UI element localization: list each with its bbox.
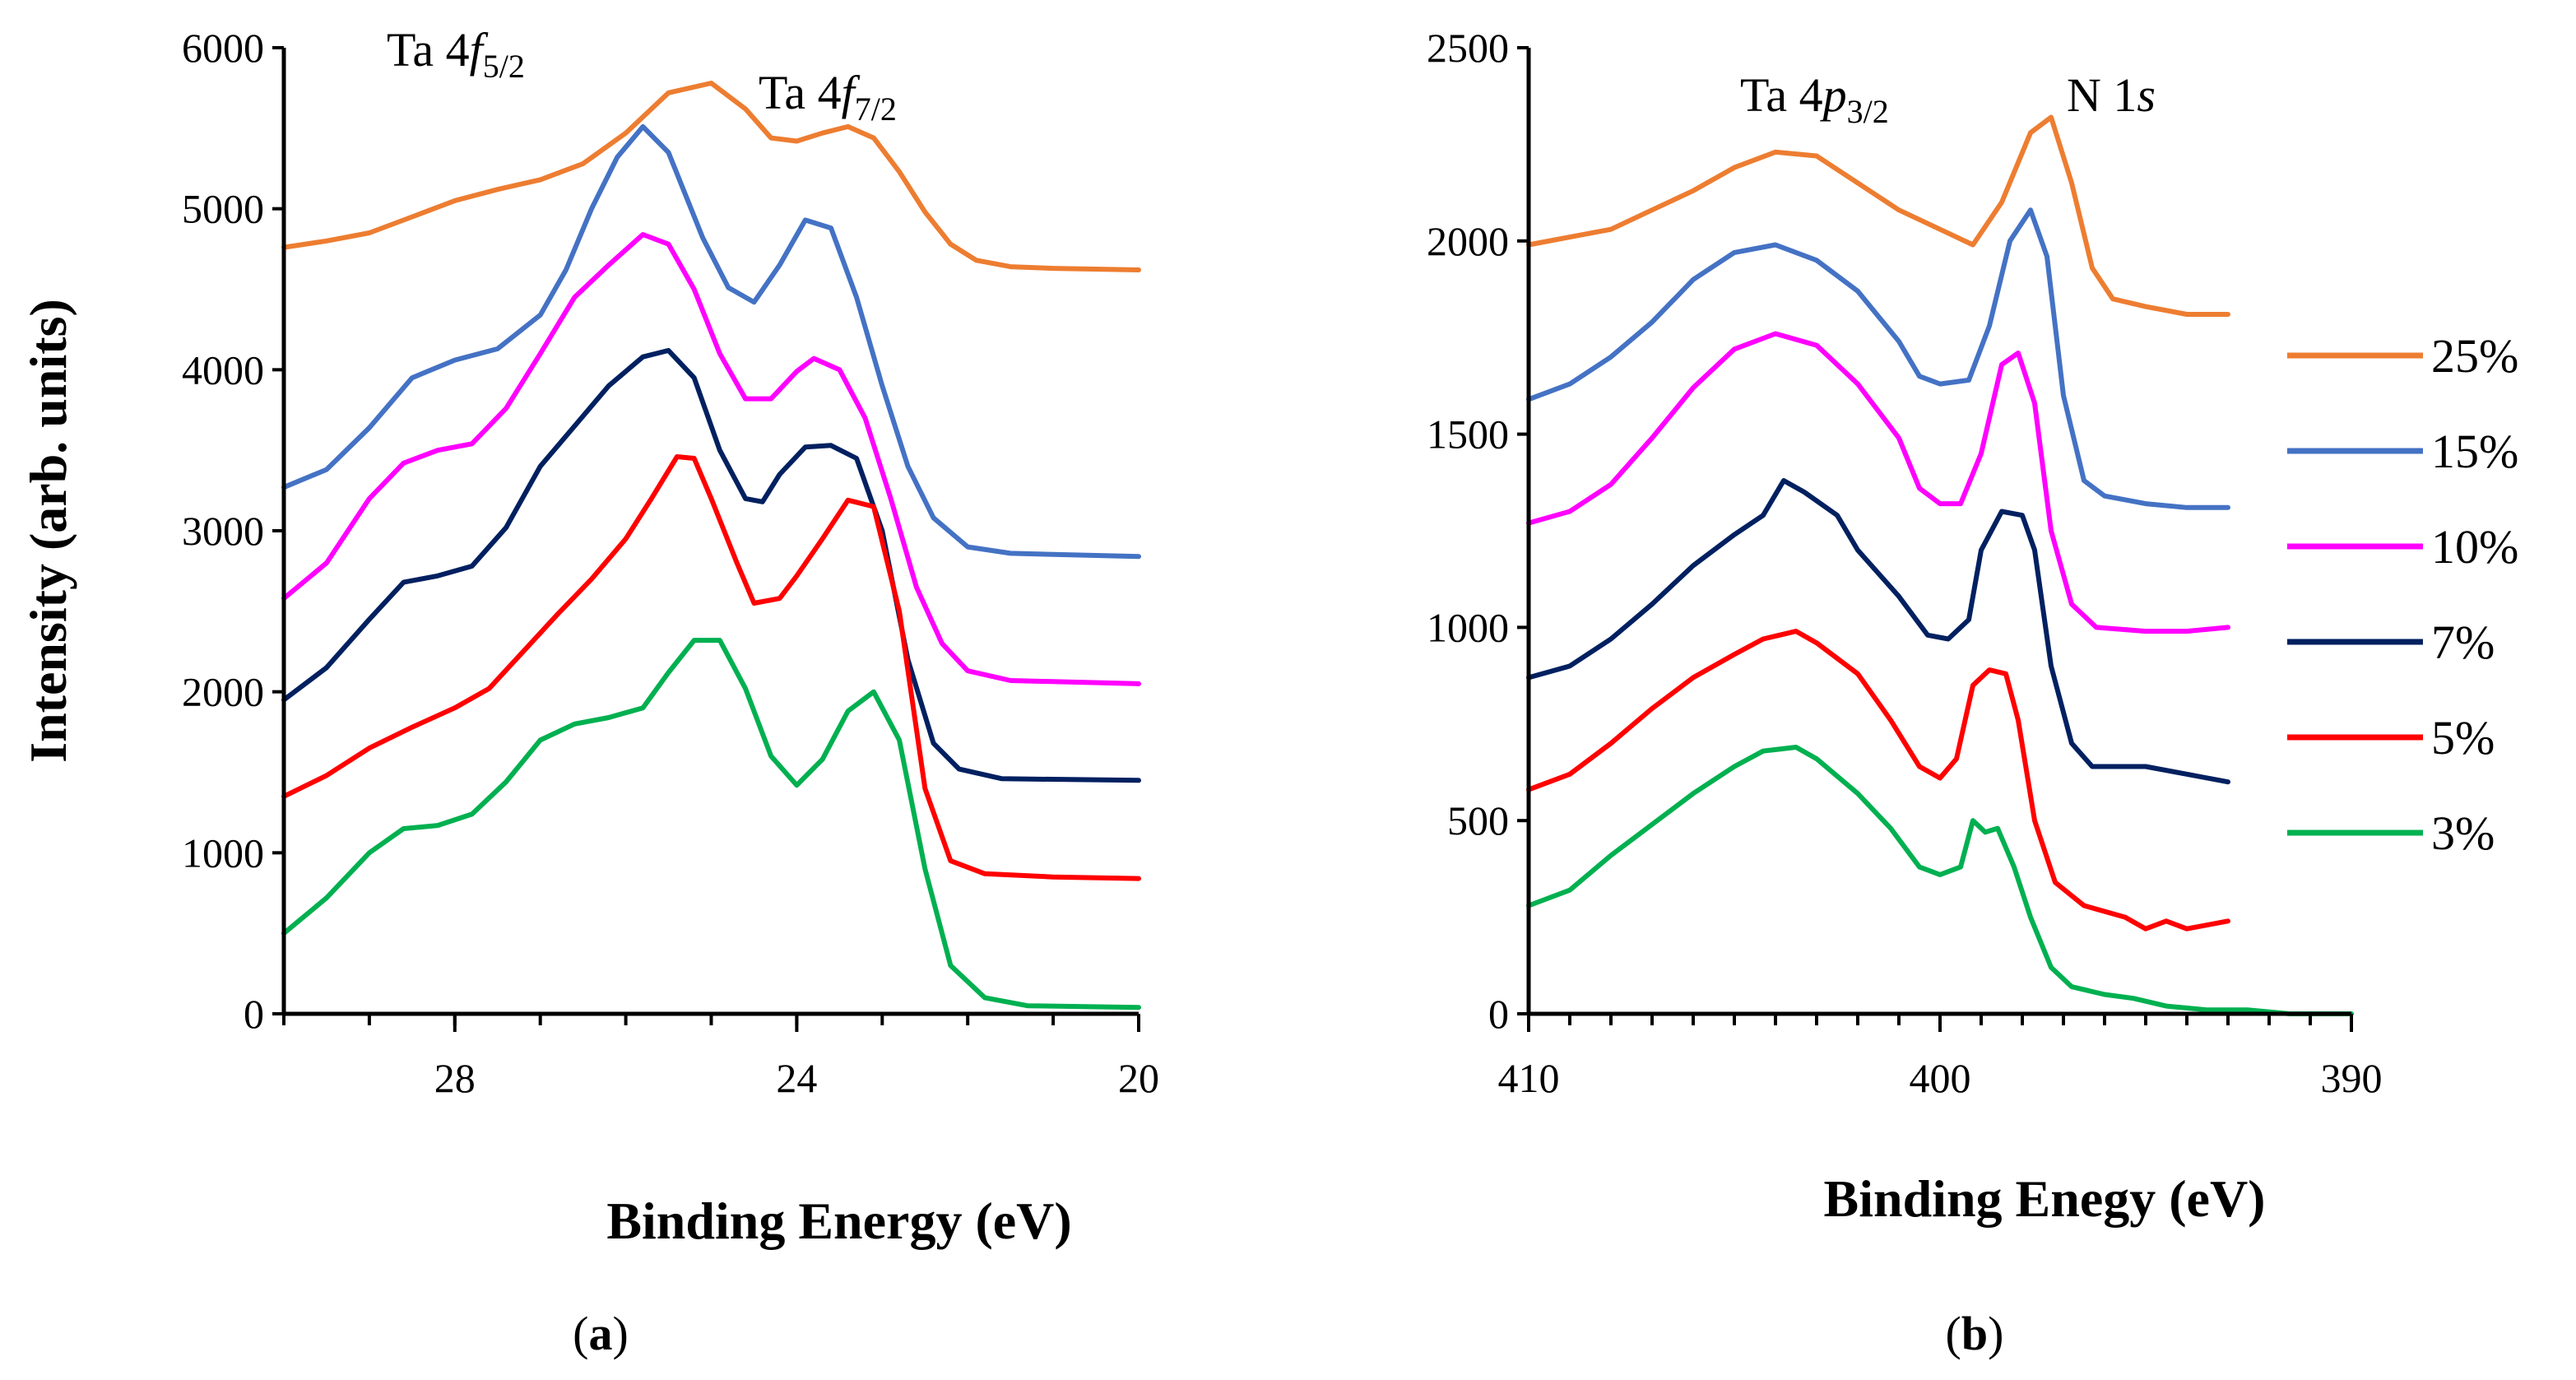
legend-label-15pct: 15%	[2431, 425, 2518, 478]
panel-a-series	[281, 81, 1141, 1011]
panel-a-x-tick-label: 28	[434, 1055, 476, 1101]
panel-b-y-tick-label: 2000	[1427, 218, 1509, 264]
panel-a-series-25pct	[281, 81, 1141, 272]
panel-a-y-tick-label: 4000	[182, 346, 264, 393]
panel-a-y-tick-label: 5000	[182, 186, 264, 232]
panel-a: 0 1000 2000 3000 4000 5000 6000 28 24 20 Binding …	[19, 23, 1159, 1360]
panel-b-label: (b)	[1946, 1307, 2004, 1360]
panel-b-x-tick-label: 400	[1910, 1055, 1971, 1101]
legend-label-10pct: 10%	[2431, 520, 2518, 574]
panel-a-y-tick-label: 6000	[182, 25, 264, 71]
panel-a-series-15pct	[281, 123, 1141, 560]
ann-ta-4f52-sub: 5/2	[483, 48, 525, 85]
legend: 25% 15% 10% 7% 5% 3%	[2287, 329, 2518, 860]
ann-ta-4f72-sub: 7/2	[855, 91, 897, 128]
ann-n-1s-base: N 1	[2067, 68, 2137, 122]
panel-a-series-3pct	[281, 638, 1141, 1011]
panel-b-series-5pct	[1526, 629, 2230, 932]
panel-a-label: (a)	[573, 1307, 629, 1360]
panel-a-y-label: Intensity (arb. units)	[19, 299, 77, 763]
panel-b: 0 500 1000 1500 2000 2500 410 400 390 Binding En…	[1427, 25, 2518, 1360]
panel-a-x-label: Binding Energy (eV)	[606, 1192, 1071, 1250]
annotation-ta-4f72: Ta 4f7/2	[759, 66, 897, 128]
panel-b-series-15pct	[1526, 207, 2230, 510]
annotation-ta-4p32: Ta 4p3/2	[1740, 68, 1889, 130]
panel-a-y-tick-label: 3000	[182, 508, 264, 554]
panel-b-series-3pct	[1526, 745, 2354, 1016]
panel-a-x-tick-label: 20	[1118, 1055, 1159, 1101]
panel-b-y-tick-label: 1000	[1427, 604, 1509, 650]
legend-label-7pct: 7%	[2431, 616, 2495, 669]
panel-a-ticks: 0 1000 2000 3000 4000 5000 6000 28 24 20	[182, 25, 1159, 1101]
panel-b-y-tick-label: 2500	[1427, 25, 1509, 71]
legend-label-5pct: 5%	[2431, 711, 2495, 764]
legend-label-25pct: 25%	[2431, 329, 2518, 383]
panel-b-y-tick-label: 0	[1488, 991, 1509, 1037]
panel-a-series-5pct	[281, 454, 1141, 881]
panel-b-y-tick-label: 1500	[1427, 411, 1509, 458]
panel-b-series-25pct	[1526, 114, 2230, 317]
panel-b-series	[1526, 114, 2354, 1016]
panel-b-x-label: Binding Enegy (eV)	[1824, 1169, 2266, 1228]
panel-a-series-7pct	[281, 347, 1141, 783]
annotation-n-1s: N 1s	[2067, 68, 2156, 122]
annotation-ta-4f52: Ta 4f5/2	[387, 23, 525, 85]
panel-a-series-10pct	[281, 232, 1141, 686]
legend-label-3pct: 3%	[2431, 806, 2495, 860]
ann-ta-4p32-base: Ta 4	[1740, 68, 1823, 122]
ann-ta-4p32-ital: p	[1820, 68, 1847, 122]
ann-ta-4f72-base: Ta 4	[759, 66, 842, 119]
panel-a-y-tick-label: 2000	[182, 669, 264, 715]
ann-ta-4f52-base: Ta 4	[387, 23, 470, 77]
panel-a-letter: a	[589, 1307, 613, 1360]
ann-ta-4p32-sub: 3/2	[1847, 93, 1889, 130]
panel-b-series-7pct	[1526, 478, 2230, 785]
panel-b-y-tick-label: 500	[1447, 797, 1509, 843]
panel-b-series-10pct	[1526, 331, 2230, 634]
panel-b-x-tick-label: 410	[1498, 1055, 1560, 1101]
panel-b-ticks: 0 500 1000 1500 2000 2500 410 400 390	[1427, 25, 2383, 1101]
panel-a-x-tick-label: 24	[776, 1055, 817, 1101]
panel-a-y-tick-label: 0	[244, 991, 264, 1037]
ann-n-1s-ital: s	[2137, 68, 2156, 122]
panel-b-letter: b	[1961, 1307, 1988, 1360]
panel-b-x-tick-label: 390	[2321, 1055, 2383, 1101]
panel-a-y-tick-label: 1000	[182, 829, 264, 876]
